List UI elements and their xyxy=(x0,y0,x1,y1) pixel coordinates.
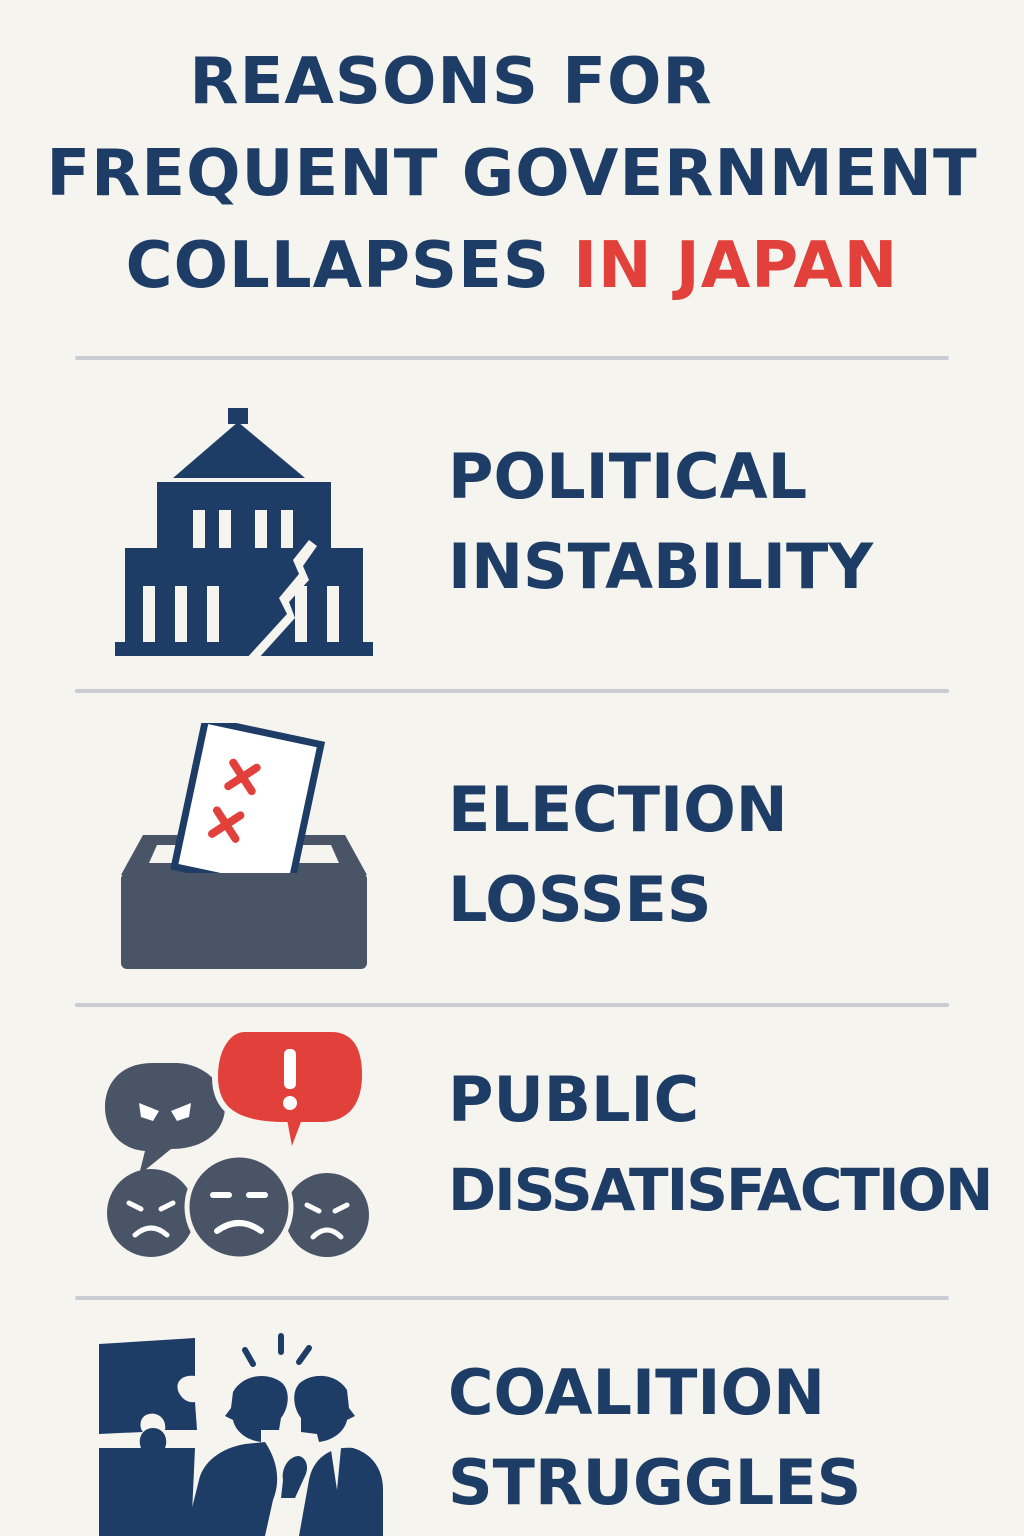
reason-label: PUBLIC DISSATISFACTION xyxy=(448,1055,993,1235)
reason-label-line-2: INSTABILITY xyxy=(448,530,874,603)
divider xyxy=(75,689,949,693)
reason-label: ELECTION LOSSES xyxy=(448,765,788,945)
reason-label-line-1: POLITICAL xyxy=(448,440,808,513)
reason-label-line-1: ELECTION xyxy=(448,773,788,846)
title-line-1: REASONS FOR xyxy=(189,45,713,119)
title-line-3-main: COLLAPSES xyxy=(125,229,550,303)
ballot-box-icon xyxy=(121,723,367,969)
divider xyxy=(75,1003,949,1007)
reason-label-line-2: LOSSES xyxy=(448,863,712,936)
reason-label: COALITION STRUGGLES xyxy=(448,1348,861,1528)
title-accent: IN JAPAN xyxy=(573,229,899,303)
reason-label-line-2: DISSATISFACTION xyxy=(448,1156,993,1224)
divider xyxy=(75,356,949,360)
reason-label-line-1: PUBLIC xyxy=(448,1063,700,1136)
title-line-2: FREQUENT GOVERNMENT xyxy=(46,137,978,211)
reason-coalition-struggles: COALITION STRUGGLES xyxy=(0,1300,1024,1536)
reason-public-dissatisfaction: PUBLIC DISSATISFACTION xyxy=(0,1007,1024,1297)
reason-label-line-1: COALITION xyxy=(448,1356,826,1429)
title-line-3: COLLAPSES IN JAPAN xyxy=(0,220,1024,312)
arguing-politicians-puzzle-icon xyxy=(99,1333,383,1536)
reason-election-losses: ELECTION LOSSES xyxy=(0,693,1024,1003)
reason-label-line-2: STRUGGLES xyxy=(448,1446,862,1519)
page-title: REASONS FOR FREQUENT GOVERNMENT COLLAPSE… xyxy=(0,36,1024,312)
divider xyxy=(75,1296,949,1300)
reason-label: POLITICAL INSTABILITY xyxy=(448,432,873,612)
unhappy-crowd-speech-bubbles-icon xyxy=(105,1026,369,1262)
cracked-government-building-icon xyxy=(115,408,373,660)
reason-political-instability: POLITICAL INSTABILITY xyxy=(0,360,1024,690)
